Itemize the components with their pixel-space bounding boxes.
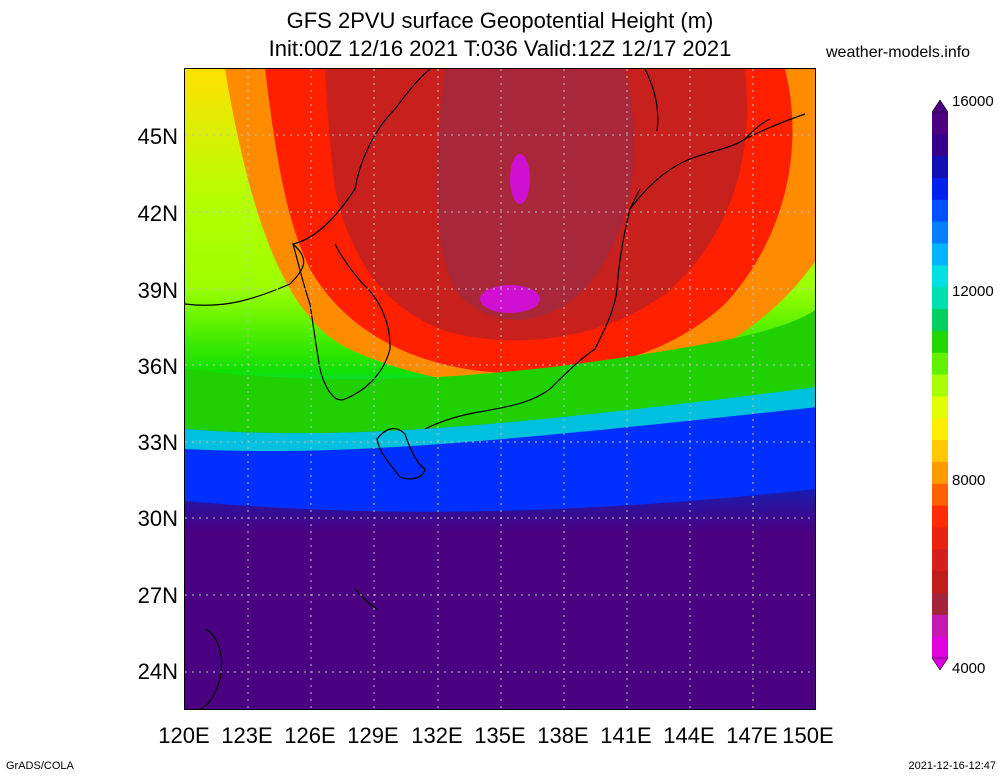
- lon-tick: 120E: [158, 723, 210, 748]
- colorbar: [932, 100, 948, 670]
- lon-tick: 135E: [474, 723, 526, 748]
- lon-tick: 150E: [782, 723, 834, 748]
- colorbar-bin: [932, 417, 948, 441]
- colorbar-min-arrow: [932, 657, 948, 670]
- map-title: GFS 2PVU surface Geopotential Height (m): [286, 8, 714, 33]
- colorbar-bin: [932, 243, 948, 266]
- colorbar-bin: [932, 199, 948, 222]
- lon-tick: 123E: [221, 723, 273, 748]
- height-min-core-south: [480, 285, 540, 313]
- coast-korea-china: [185, 69, 431, 306]
- colorbar-bin: [932, 548, 948, 572]
- colorbar-bin: [932, 286, 948, 310]
- footer-left: GrADS/COLA: [6, 760, 74, 772]
- coast-hokkaido: [629, 118, 771, 210]
- colorbar-bin: [932, 264, 948, 288]
- coast-kuril: [744, 113, 806, 140]
- colorbar-bin: [932, 133, 948, 157]
- lat-tick: 36N: [137, 354, 178, 379]
- colorbar-label: 8000: [952, 472, 986, 489]
- lon-tick: 141E: [600, 723, 652, 748]
- lat-tick: 30N: [137, 506, 178, 531]
- colorbar-bin: [932, 483, 948, 506]
- site-label: weather-models.info: [826, 44, 971, 61]
- band-green: [185, 310, 815, 434]
- band-cyan: [185, 387, 815, 452]
- lon-tick: 129E: [347, 723, 399, 748]
- lon-tick: 126E: [284, 723, 336, 748]
- height-min-core-north: [510, 154, 530, 204]
- lat-tick: 39N: [137, 278, 178, 303]
- coast-shikoku-honshu: [424, 188, 641, 430]
- colorbar-bin: [932, 374, 948, 397]
- lat-tick: 24N: [137, 659, 178, 684]
- colorbar-bin: [932, 439, 948, 462]
- colorbar-bin: [932, 526, 948, 550]
- map-plot: [184, 68, 816, 710]
- coastlines: [185, 69, 806, 709]
- colorbar-bin: [932, 221, 948, 244]
- lon-tick: 132E: [411, 723, 463, 748]
- colorbar-label: 16000: [952, 93, 994, 110]
- colorbar-bin: [932, 636, 948, 659]
- footer-right: 2021-12-16-12:47: [908, 760, 996, 772]
- lat-tick: 45N: [137, 124, 178, 149]
- colorbar-bin: [932, 395, 948, 419]
- colorbar-label: 12000: [952, 283, 994, 300]
- colorbar-bin: [932, 177, 948, 200]
- coast-korean-peninsula: [292, 243, 391, 401]
- map-canvas: [185, 69, 815, 709]
- colorbar-bin: [932, 505, 948, 528]
- colorbar-max-arrow: [932, 100, 948, 113]
- height-band-maroon: [436, 69, 635, 320]
- colorbar-bin: [932, 155, 948, 179]
- coast-sakhalin: [644, 69, 659, 132]
- colorbar-bin: [932, 308, 948, 331]
- colorbar-label: 4000: [952, 660, 986, 677]
- band-blue-south: [185, 404, 815, 512]
- lon-tick: 147E: [726, 723, 778, 748]
- lat-tick: 33N: [137, 430, 178, 455]
- lat-tick: 42N: [137, 201, 178, 226]
- lon-tick: 138E: [537, 723, 589, 748]
- colorbar-bin: [932, 592, 948, 615]
- colorbar-bin: [932, 614, 948, 637]
- graticule: [185, 69, 815, 709]
- lon-tick: 144E: [663, 723, 715, 748]
- colorbar-bin: [932, 570, 948, 593]
- colorbar-bin: [932, 461, 948, 484]
- colorbar-bin: [932, 330, 948, 353]
- lat-tick: 27N: [137, 583, 178, 608]
- coast-ryukyu: [354, 588, 378, 610]
- coast-kyushu: [376, 427, 426, 480]
- map-subtitle: Init:00Z 12/16 2021 T:036 Valid:12Z 12/1…: [268, 36, 732, 61]
- coast-taiwan: [199, 628, 223, 709]
- colorbar-bin: [932, 112, 948, 135]
- colorbar-bin: [932, 352, 948, 375]
